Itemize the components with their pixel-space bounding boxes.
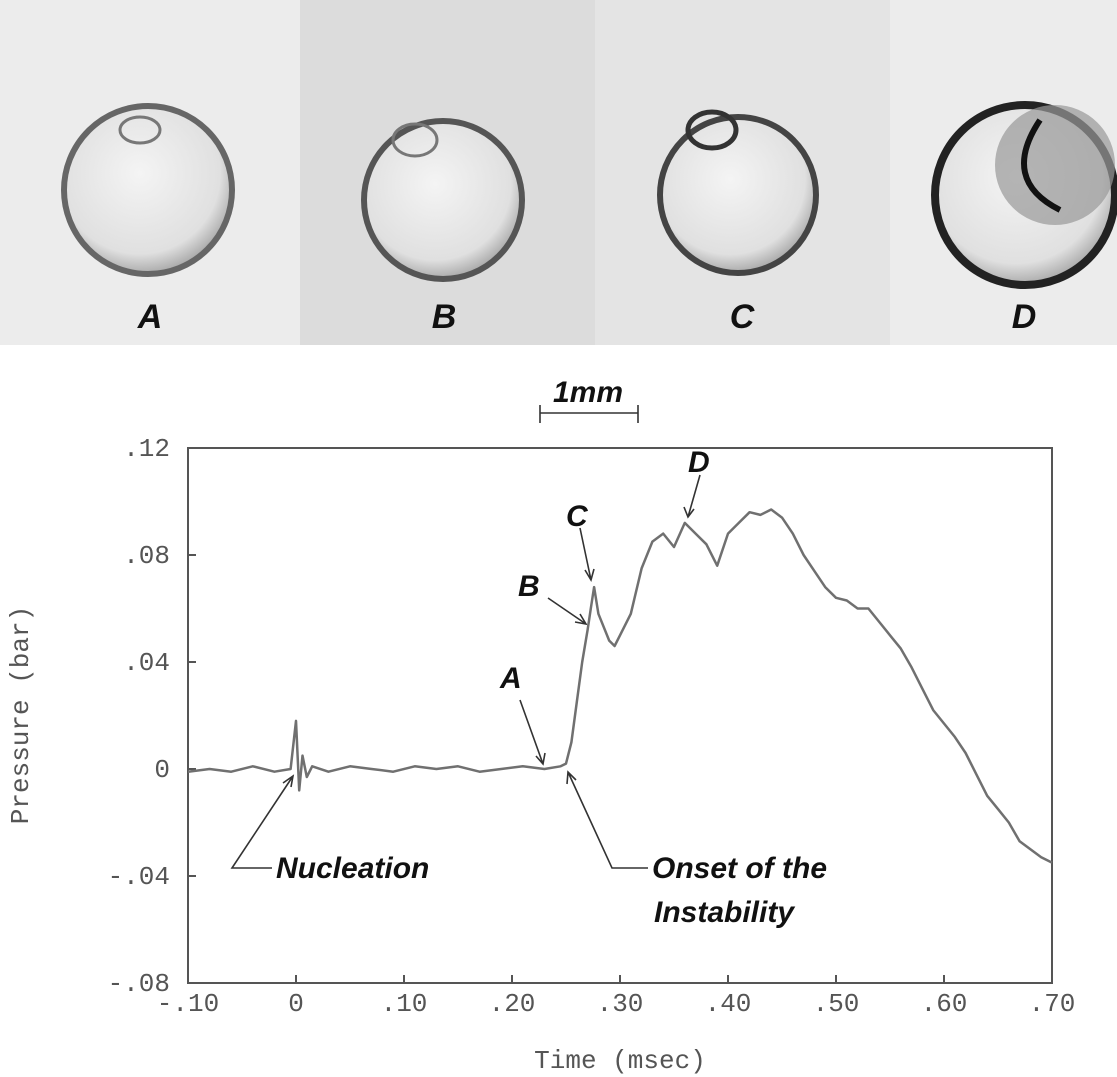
x-tick-label: .70 <box>1029 989 1076 1019</box>
y-tick-label: .12 <box>123 434 170 464</box>
annotation: B <box>518 570 540 603</box>
scale-bar-label: 1mm <box>553 376 623 409</box>
plot-frame <box>187 447 1053 984</box>
photo-label: C <box>730 298 755 336</box>
annotation: Onset of the <box>652 852 827 885</box>
annotation-arrows <box>230 474 701 869</box>
x-tick-label: .50 <box>813 989 860 1019</box>
x-axis-label: Time (msec) <box>534 1046 706 1076</box>
pressure-line <box>187 508 1053 864</box>
y-tick-label: .08 <box>123 541 170 571</box>
x-tick-label: -.10 <box>157 989 219 1019</box>
annotation: D <box>688 446 710 479</box>
x-tick-label: 0 <box>288 989 304 1019</box>
x-tick-label: .40 <box>705 989 752 1019</box>
x-tick-label: .60 <box>921 989 968 1019</box>
photo-label: A <box>137 298 163 336</box>
x-tick-label: .10 <box>381 989 428 1019</box>
x-tick-label: .20 <box>489 989 536 1019</box>
y-axis-label: Pressure (bar) <box>6 606 36 824</box>
photo-label: B <box>432 298 457 336</box>
annotation: A <box>499 662 522 695</box>
y-tick-label: 0 <box>154 755 170 785</box>
annotation: Nucleation <box>276 852 429 885</box>
y-tick-label: .04 <box>123 648 170 678</box>
photo-label: D <box>1012 298 1037 336</box>
photo-labels: A B C D <box>137 298 1037 336</box>
bubbles <box>61 101 1117 289</box>
x-tick-label: .30 <box>597 989 644 1019</box>
annotation: C <box>566 500 589 533</box>
annotation: Instability <box>654 896 795 929</box>
y-tick-label: -.08 <box>108 969 170 999</box>
y-tick-label: -.04 <box>108 862 170 892</box>
scale-bar <box>539 405 639 423</box>
